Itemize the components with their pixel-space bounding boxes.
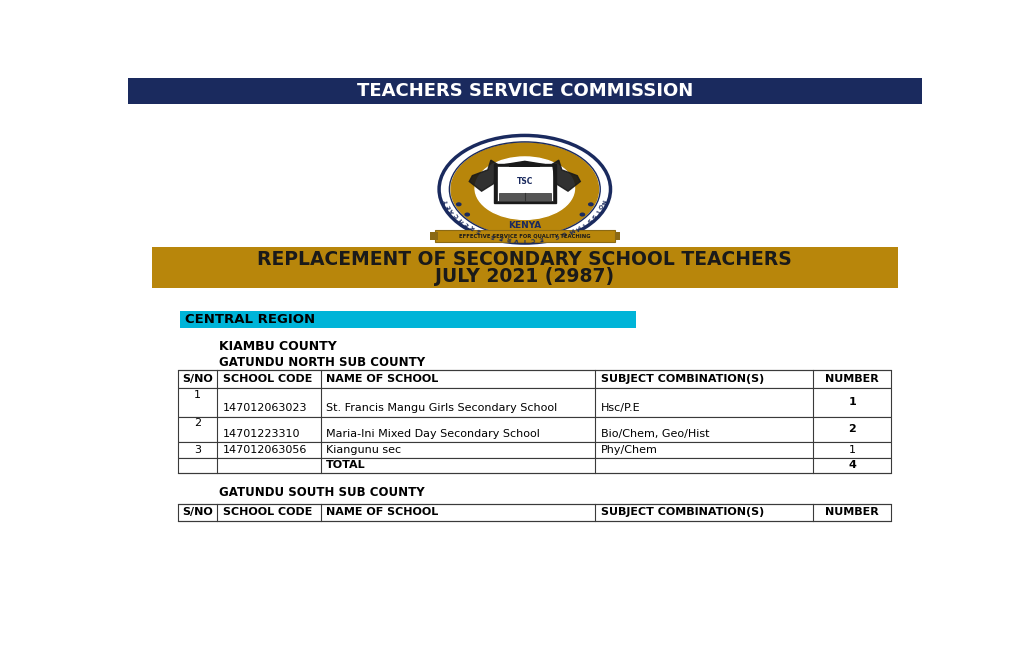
Text: C: C [554, 232, 559, 238]
FancyBboxPatch shape [178, 503, 892, 521]
Text: C: C [454, 212, 460, 219]
FancyBboxPatch shape [128, 78, 922, 104]
Text: Maria-Ini Mixed Day Secondary School: Maria-Ini Mixed Day Secondary School [327, 430, 540, 439]
Text: Phy/Chem: Phy/Chem [601, 444, 657, 455]
Text: M: M [573, 223, 581, 231]
Text: 3: 3 [195, 444, 201, 455]
FancyBboxPatch shape [178, 370, 892, 388]
Text: NUMBER: NUMBER [825, 507, 879, 518]
FancyBboxPatch shape [499, 193, 551, 201]
Text: S/NO: S/NO [182, 507, 213, 518]
Text: N: N [599, 199, 605, 204]
Text: V: V [514, 236, 519, 242]
Text: E: E [446, 204, 453, 209]
Text: JULY 2021 (2987): JULY 2021 (2987) [435, 267, 614, 286]
Text: 2: 2 [195, 418, 201, 428]
Circle shape [475, 157, 574, 219]
Text: I: I [523, 237, 526, 242]
Polygon shape [505, 161, 545, 164]
FancyBboxPatch shape [614, 232, 620, 239]
Circle shape [589, 203, 593, 206]
Text: TSC: TSC [517, 177, 532, 186]
Text: C: C [530, 236, 536, 242]
Text: SCHOOL CODE: SCHOOL CODE [223, 374, 312, 384]
Circle shape [439, 135, 610, 243]
Text: 1: 1 [848, 397, 856, 408]
Text: 14701223310: 14701223310 [223, 430, 300, 439]
Text: REPLACEMENT OF SECONDARY SCHOOL TEACHERS: REPLACEMENT OF SECONDARY SCHOOL TEACHERS [257, 250, 793, 269]
Text: R: R [469, 224, 476, 230]
Text: R: R [506, 236, 511, 241]
FancyBboxPatch shape [494, 164, 556, 203]
Text: 147012063056: 147012063056 [223, 444, 307, 455]
Text: Bio/Chem, Geo/Hist: Bio/Chem, Geo/Hist [601, 430, 710, 439]
FancyBboxPatch shape [178, 442, 892, 458]
FancyBboxPatch shape [178, 458, 892, 473]
Text: SCHOOL CODE: SCHOOL CODE [223, 507, 312, 518]
Text: E: E [464, 221, 470, 226]
Text: GATUNDU NORTH SUB COUNTY: GATUNDU NORTH SUB COUNTY [219, 356, 425, 369]
Text: 4: 4 [848, 460, 856, 470]
Text: NUMBER: NUMBER [825, 374, 879, 384]
Text: O: O [597, 203, 603, 210]
Text: S: S [590, 212, 596, 219]
Text: Hsc/P.E: Hsc/P.E [601, 403, 641, 413]
Text: E: E [539, 236, 544, 241]
Circle shape [452, 143, 598, 236]
Text: H: H [458, 216, 465, 223]
Text: O: O [560, 230, 567, 236]
Text: S: S [490, 232, 496, 238]
Polygon shape [469, 160, 497, 191]
Text: GATUNDU SOUTH SUB COUNTY: GATUNDU SOUTH SUB COUNTY [219, 486, 425, 499]
FancyBboxPatch shape [178, 417, 892, 442]
Text: E: E [498, 234, 504, 240]
Text: I: I [581, 221, 586, 226]
Text: NAME OF SCHOOL: NAME OF SCHOOL [327, 374, 438, 384]
Text: S/NO: S/NO [182, 374, 213, 384]
Text: NAME OF SCHOOL: NAME OF SCHOOL [327, 507, 438, 518]
Circle shape [581, 214, 585, 216]
Text: A: A [450, 208, 457, 214]
Text: TEACHERS SERVICE COMMISSION: TEACHERS SERVICE COMMISSION [356, 82, 693, 100]
Text: 1: 1 [849, 444, 856, 455]
FancyBboxPatch shape [152, 247, 898, 288]
Text: TOTAL: TOTAL [327, 460, 366, 470]
Text: EFFECTIVE SERVICE FOR QUALITY TEACHING: EFFECTIVE SERVICE FOR QUALITY TEACHING [459, 234, 591, 239]
Text: S: S [476, 227, 482, 234]
FancyBboxPatch shape [497, 166, 553, 201]
Text: SUBJECT COMBINATION(S): SUBJECT COMBINATION(S) [601, 507, 764, 518]
Text: SUBJECT COMBINATION(S): SUBJECT COMBINATION(S) [601, 374, 764, 384]
Circle shape [457, 203, 461, 206]
Text: KIAMBU COUNTY: KIAMBU COUNTY [219, 340, 337, 353]
Text: 147012063023: 147012063023 [223, 403, 307, 413]
FancyBboxPatch shape [435, 230, 614, 242]
Polygon shape [553, 160, 581, 191]
FancyBboxPatch shape [430, 232, 438, 239]
Text: M: M [567, 226, 574, 234]
Text: KENYA: KENYA [508, 221, 542, 230]
FancyBboxPatch shape [178, 388, 892, 417]
Text: S: S [585, 217, 592, 223]
Text: CENTRAL REGION: CENTRAL REGION [185, 313, 315, 326]
FancyBboxPatch shape [179, 311, 636, 328]
Circle shape [465, 214, 469, 216]
Text: T: T [444, 199, 451, 204]
Text: 2: 2 [848, 424, 856, 434]
Text: I: I [594, 209, 599, 213]
Text: Kiangunu sec: Kiangunu sec [327, 444, 401, 455]
Text: St. Francis Mangu Girls Secondary School: St. Francis Mangu Girls Secondary School [327, 403, 557, 413]
Text: 1: 1 [195, 390, 201, 400]
FancyBboxPatch shape [509, 164, 541, 167]
